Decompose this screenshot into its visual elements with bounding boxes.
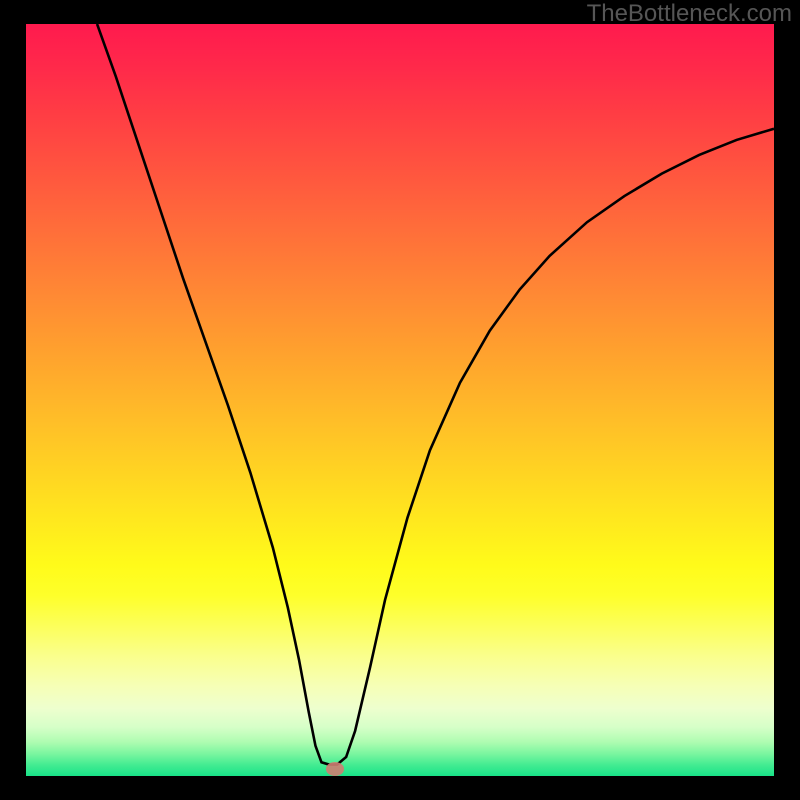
watermark-text: TheBottleneck.com <box>587 0 792 28</box>
plot-area <box>26 24 774 776</box>
curve-svg <box>26 24 774 772</box>
chart-container: TheBottleneck.com <box>0 0 800 800</box>
optimum-marker <box>326 762 344 776</box>
bottleneck-curve <box>97 24 774 765</box>
